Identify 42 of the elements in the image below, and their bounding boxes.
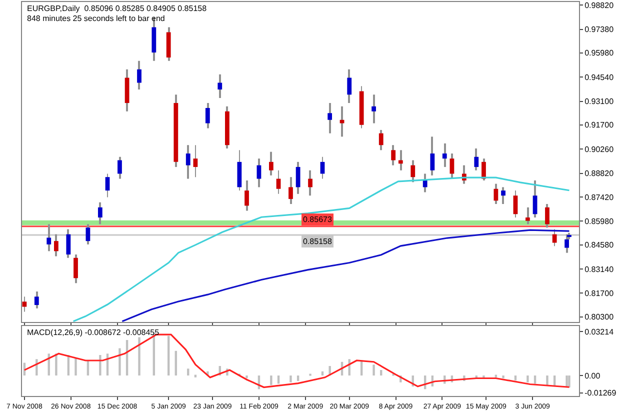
ref-line-label: 0.85158	[303, 237, 332, 246]
bar	[546, 376, 548, 386]
bar	[270, 376, 272, 386]
bar	[74, 358, 77, 376]
y-tick-label: 0.80300	[584, 312, 614, 322]
bar	[118, 348, 121, 376]
bar	[372, 364, 375, 376]
y-tick-label: -0.01269	[584, 388, 617, 398]
y-tick-label: 0.97380	[584, 25, 614, 34]
bar	[290, 376, 292, 382]
chart-title: MACD(12,26,9) -0.008672 -0.008455	[27, 328, 160, 337]
y-tick-label: 0.81700	[584, 289, 614, 298]
bar	[187, 368, 190, 376]
bar	[380, 370, 382, 376]
y-tick-label: 0.93100	[584, 97, 614, 106]
y-tick-label: 0.00	[584, 371, 601, 380]
bar	[138, 337, 140, 376]
y-tick-label: 0.03214	[584, 327, 614, 336]
y-tick-label: 0.84580	[584, 240, 614, 250]
y-tick-label: 0.95980	[584, 48, 614, 58]
bar	[526, 376, 529, 382]
y-tick-label: 0.94540	[584, 72, 614, 82]
text: 848 minutes 25 seconds left to bar end	[27, 14, 165, 23]
bar	[246, 376, 248, 378]
line-series	[121, 229, 570, 322]
bar	[502, 376, 504, 378]
y-tick-label: 0.85980	[584, 216, 614, 226]
bar	[514, 376, 517, 380]
bar	[167, 336, 170, 376]
y-tick-label: 0.91700	[584, 120, 614, 130]
bar	[174, 350, 178, 376]
y-tick-label: 0.88820	[584, 169, 614, 178]
bar	[566, 376, 568, 388]
bar	[296, 376, 300, 381]
bar	[568, 376, 570, 388]
ref-line-label: 0.85673	[303, 215, 332, 224]
chart-title: EURGBP,Daily 0.85096 0.85285 0.84905 0.85158	[27, 4, 208, 13]
y-tick-label: 0.87420	[584, 192, 614, 202]
y-tick-label: 0.83140	[584, 264, 614, 274]
y-tick-label: 0.98820	[584, 0, 614, 10]
y-tick-label: 0.90260	[584, 144, 614, 154]
bar	[55, 354, 58, 376]
